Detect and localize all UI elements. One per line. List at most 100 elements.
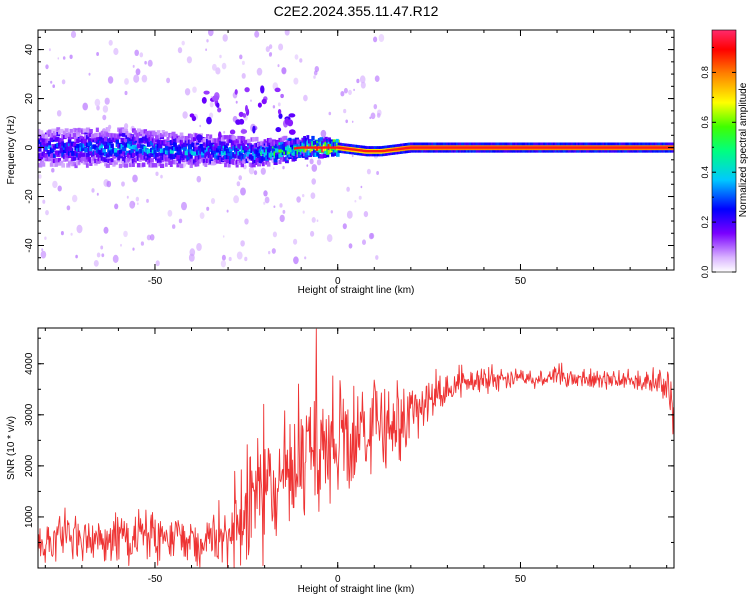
heatmap-noise-cell: [155, 260, 160, 267]
heatmap-cell: [423, 142, 426, 146]
heatmap-cell: [385, 150, 389, 154]
heatmap-cell: [363, 148, 367, 152]
heatmap-cell: [89, 140, 93, 146]
heatmap-cell: [589, 149, 593, 153]
heatmap-cell: [286, 145, 290, 150]
heatmap-cell: [664, 149, 668, 153]
heatmap-cell: [184, 142, 188, 147]
heatmap-cell: [553, 142, 556, 146]
heatmap-cell: [127, 143, 130, 148]
heatmap-cell: [217, 157, 221, 163]
heatmap-cell: [362, 148, 366, 151]
heatmap-clump: [274, 87, 281, 93]
heatmap-cell: [252, 137, 257, 142]
heatmap-cell: [201, 157, 205, 162]
heatmap-cell: [107, 127, 111, 132]
heatmap-cell: [388, 147, 392, 151]
heatmap-cell: [261, 147, 265, 152]
heatmap-noise-cell: [132, 64, 135, 68]
heatmap-cell: [304, 137, 308, 143]
heatmap-cell: [594, 149, 597, 153]
heatmap-cell: [419, 149, 423, 153]
heatmap-cell: [250, 163, 254, 168]
heatmap-cell: [602, 142, 606, 146]
heatmap-cell: [586, 144, 589, 148]
heatmap-cell: [469, 149, 472, 153]
heatmap-cell: [551, 144, 555, 148]
heatmap-cell: [609, 149, 612, 153]
heatmap-cell: [391, 152, 395, 155]
heatmap-cell: [464, 142, 468, 146]
heatmap-cell: [561, 144, 565, 148]
heatmap-cell: [518, 144, 522, 148]
heatmap-cell: [135, 150, 139, 155]
heatmap-noise-cell: [210, 96, 213, 99]
heatmap-noise-cell: [147, 59, 153, 67]
heatmap-cell: [105, 143, 110, 149]
heatmap-cell: [423, 144, 426, 148]
heatmap-cell: [656, 142, 660, 146]
heatmap-cell: [393, 149, 397, 153]
heatmap-cell: [564, 142, 568, 146]
heatmap-cell: [90, 158, 94, 164]
heatmap-cell: [224, 158, 228, 163]
heatmap-cell: [100, 130, 104, 136]
heatmap-cell: [671, 144, 674, 148]
x-tick-label: -50: [148, 276, 163, 287]
heatmap-cell: [145, 138, 150, 143]
heatmap-cell: [133, 157, 137, 163]
heatmap-cell: [656, 144, 660, 148]
heatmap-cell: [513, 144, 517, 148]
heatmap-cell: [347, 143, 351, 147]
heatmap-cell: [112, 135, 116, 141]
heatmap-cell: [355, 152, 359, 156]
heatmap-cell: [424, 144, 428, 148]
heatmap-cell: [123, 137, 128, 143]
heatmap-cell: [456, 144, 459, 148]
heatmap-cell: [618, 144, 622, 148]
heatmap-cell: [571, 144, 574, 148]
heatmap-noise-cell: [223, 130, 226, 134]
heatmap-noise-cell: [45, 210, 49, 216]
heatmap-cell: [597, 144, 601, 148]
heatmap-noise-cell: [238, 175, 242, 181]
heatmap-cell: [414, 144, 418, 148]
heatmap-noise-cell: [96, 52, 99, 56]
heatmap-cell: [380, 151, 384, 154]
heatmap-cell: [656, 149, 660, 153]
heatmap-cell: [398, 148, 402, 152]
heatmap-cell: [594, 142, 597, 146]
heatmap-cell: [538, 149, 542, 153]
heatmap-cell: [663, 142, 667, 146]
heatmap-cell: [56, 142, 60, 148]
heatmap-noise-cell: [358, 195, 362, 200]
heatmap-cell: [625, 144, 629, 148]
heatmap-cell: [627, 144, 630, 148]
heatmap-cell: [331, 141, 334, 146]
heatmap-cell: [352, 149, 356, 153]
heatmap-cell: [44, 134, 49, 139]
heatmap-cell: [128, 162, 132, 168]
heatmap-cell: [576, 142, 579, 146]
heatmap-cell: [442, 142, 446, 146]
heatmap-noise-cell: [205, 48, 208, 51]
heatmap-cell: [365, 146, 369, 149]
heatmap-cell: [549, 149, 553, 153]
heatmap-cell: [158, 161, 162, 167]
heatmap-cell: [418, 142, 421, 146]
colorbar-ticks: 0.0 0.2 0.4 0.6 0.8: [700, 46, 736, 278]
heatmap-cell: [107, 147, 112, 153]
heatmap-noise-cell: [186, 56, 192, 64]
heatmap-cell: [437, 142, 441, 146]
heatmap-noise-cell: [82, 102, 88, 111]
heatmap-cell: [352, 151, 356, 155]
heatmap-cell: [363, 145, 367, 149]
heatmap-cell: [577, 142, 581, 146]
heatmap-cell: [51, 128, 56, 133]
heatmap-cell: [345, 146, 349, 149]
heatmap-cell: [553, 144, 556, 148]
x-tick-label: 0: [335, 574, 341, 585]
heatmap-cell: [64, 128, 69, 133]
heatmap-cell: [321, 148, 325, 153]
y-tick-label: 4000: [24, 352, 35, 375]
